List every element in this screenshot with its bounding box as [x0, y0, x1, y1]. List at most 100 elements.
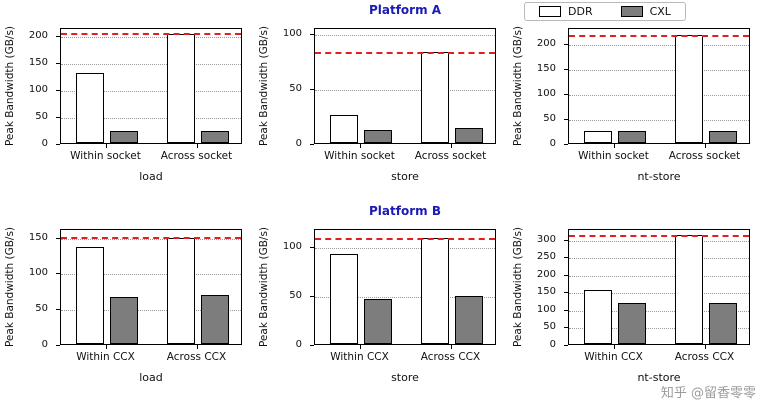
- reference-line: [61, 237, 241, 240]
- y-tick-mark: [56, 309, 60, 311]
- bar-cxl: [455, 296, 483, 344]
- y-tick-mark: [564, 309, 568, 311]
- y-tick-mark: [310, 33, 314, 35]
- chart-nt-store-r1c2: Peak Bandwidth (GB/s) 0 50 100 150 200 250 300 W…: [508, 201, 762, 402]
- reference-line: [315, 52, 495, 55]
- x-tick-label: Within CCX: [584, 351, 643, 363]
- bar-ddr: [330, 115, 358, 143]
- x-axis-label: store: [391, 371, 419, 384]
- plot-area: [314, 229, 496, 345]
- x-tick-label: Within socket: [70, 150, 141, 162]
- x-axis-label: nt-store: [637, 371, 681, 384]
- y-tick-label: 100: [28, 267, 48, 279]
- y-tick-label: 50: [35, 303, 48, 315]
- bar-ddr: [584, 131, 612, 143]
- y-tick-mark: [564, 257, 568, 259]
- chart-title: Platform A: [368, 3, 442, 17]
- x-tick-mark: [450, 345, 452, 349]
- x-tick-label: Across socket: [160, 150, 233, 162]
- y-tick-label: 0: [41, 339, 48, 350]
- x-tick-mark: [704, 144, 706, 148]
- bar-ddr: [167, 238, 195, 344]
- gridline: [569, 293, 749, 295]
- gridline: [569, 95, 749, 96]
- gridline: [569, 45, 749, 46]
- bar-cxl: [364, 299, 392, 344]
- y-tick-mark: [564, 144, 568, 145]
- legend-item-ddr: DDR: [539, 5, 593, 18]
- x-tick-mark: [359, 144, 361, 148]
- x-tick-mark: [704, 345, 706, 349]
- x-tick-label: Within CCX: [76, 351, 135, 363]
- y-tick-label: 0: [549, 138, 556, 149]
- y-tick-label: 150: [536, 286, 556, 298]
- plot-area: [314, 28, 496, 144]
- reference-line: [569, 34, 749, 37]
- gridline: [315, 34, 495, 36]
- bar-cxl: [110, 297, 138, 344]
- y-tick-mark: [564, 274, 568, 276]
- x-tick-mark: [613, 345, 615, 349]
- gridline: [315, 89, 495, 91]
- y-tick-label: 50: [35, 111, 48, 123]
- y-tick-mark: [564, 69, 568, 70]
- gridline: [61, 118, 241, 120]
- x-tick-label: Across socket: [414, 150, 487, 162]
- plot-area: [568, 28, 750, 144]
- y-tick-mark: [310, 144, 314, 145]
- y-tick-label: 0: [549, 339, 556, 350]
- y-tick-mark: [564, 44, 568, 45]
- chart-load-r1c0: Peak Bandwidth (GB/s) 0 50 100 150 Within CCX…: [0, 201, 254, 402]
- y-tick-mark: [310, 246, 314, 248]
- y-tick-label: 50: [543, 113, 556, 124]
- legend-swatch-cxl: [620, 6, 643, 17]
- bar-ddr: [675, 235, 703, 344]
- y-tick-mark: [310, 88, 314, 90]
- gridline: [569, 258, 749, 260]
- gridline: [569, 120, 749, 121]
- y-tick-mark: [56, 144, 60, 145]
- y-tick-mark: [56, 63, 60, 65]
- y-tick-mark: [310, 345, 314, 346]
- x-tick-mark: [450, 144, 452, 148]
- bar-ddr: [76, 73, 104, 143]
- y-tick-label: 100: [536, 88, 556, 99]
- bar-ddr: [584, 290, 612, 344]
- y-tick-mark: [56, 273, 60, 275]
- y-tick-label: 200: [536, 38, 556, 49]
- y-tick-label: 100: [28, 84, 48, 96]
- y-tick-label: 100: [282, 240, 302, 252]
- chart-title: Platform B: [369, 204, 441, 218]
- chart-load-r0c0: Peak Bandwidth (GB/s) 0 50 100 150 200 Within …: [0, 0, 254, 201]
- x-tick-mark: [196, 345, 198, 349]
- y-tick-mark: [564, 345, 568, 346]
- bar-cxl: [618, 303, 646, 344]
- x-tick-mark: [105, 345, 107, 349]
- bar-cxl: [455, 128, 483, 143]
- y-tick-label: 200: [28, 30, 48, 42]
- bar-ddr: [76, 247, 104, 344]
- x-tick-label: Within CCX: [330, 351, 389, 363]
- y-tick-label: 250: [536, 251, 556, 263]
- gridline: [61, 310, 241, 312]
- y-tick-mark: [564, 292, 568, 294]
- gridline: [61, 37, 241, 39]
- legend-item-cxl: CXL: [620, 5, 671, 18]
- x-tick-label: Across socket: [668, 150, 741, 162]
- y-tick-mark: [564, 327, 568, 329]
- y-tick-mark: [56, 90, 60, 92]
- y-tick-mark: [564, 94, 568, 95]
- y-tick-label: 0: [295, 138, 302, 149]
- x-tick-mark: [196, 144, 198, 148]
- bar-cxl: [364, 130, 392, 143]
- bar-ddr: [330, 254, 358, 344]
- y-tick-label: 0: [41, 138, 48, 149]
- legend: DDR CXL: [524, 2, 686, 21]
- bar-ddr: [675, 35, 703, 143]
- y-tick-label: 200: [536, 268, 556, 280]
- y-tick-label: 150: [536, 63, 556, 74]
- plot-area: [568, 229, 750, 345]
- bar-cxl: [110, 131, 138, 143]
